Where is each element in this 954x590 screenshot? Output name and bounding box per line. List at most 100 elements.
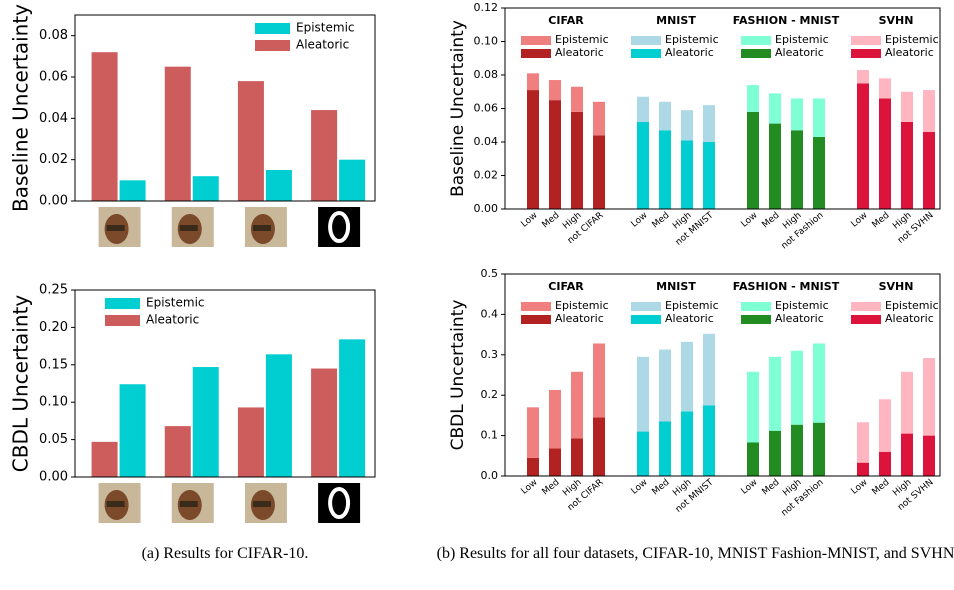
legend-swatch <box>521 302 551 311</box>
bar-segment <box>593 343 605 417</box>
bar-segment <box>923 90 935 132</box>
bar-segment <box>571 372 583 439</box>
y-tick-label: 0.02 <box>474 169 499 182</box>
y-tick-label: 0.5 <box>481 267 499 280</box>
y-tick-label: 0.10 <box>474 35 499 48</box>
x-tick-label: Low <box>520 211 540 230</box>
legend-label: Aleatoric <box>665 46 714 59</box>
legend-swatch <box>631 302 661 311</box>
category-image <box>253 225 271 231</box>
legend-label: Aleatoric <box>555 312 604 325</box>
group-title: FASHION - MNIST <box>733 14 840 27</box>
legend-label: Epistemic <box>885 33 939 46</box>
y-tick-label: 0.00 <box>39 470 68 485</box>
group-title: FASHION - MNIST <box>733 280 840 293</box>
bar-segment <box>769 124 781 209</box>
y-tick-label: 0.3 <box>481 348 499 361</box>
bar <box>92 442 118 477</box>
bar-segment <box>747 112 759 209</box>
bar-segment <box>747 442 759 476</box>
bar-segment <box>769 431 781 476</box>
bar-segment <box>857 83 869 209</box>
legend-label: Epistemic <box>665 299 719 312</box>
legend-label: Aleatoric <box>775 46 824 59</box>
bar-segment <box>681 342 693 411</box>
figure: Baseline Uncertainty 0.00 0.02 0.04 0.06 0.08… <box>0 0 954 590</box>
bar-segment <box>879 399 891 452</box>
legend-swatch <box>741 302 771 311</box>
bar-segment <box>703 405 715 476</box>
bar <box>339 339 365 477</box>
legend-label: Epistemic <box>555 299 609 312</box>
bar-segment <box>659 350 671 422</box>
y-tick-label: 0.05 <box>39 432 68 447</box>
bar-segment <box>791 351 803 425</box>
bar-segment <box>527 73 539 90</box>
caption: (b) Results for all four datasets, CIFAR… <box>435 543 954 564</box>
legend-swatch <box>255 23 290 34</box>
legend-swatch <box>631 49 661 58</box>
legend-swatch <box>521 315 551 324</box>
bar <box>165 67 191 201</box>
group-title: SVHN <box>879 280 914 293</box>
bar-segment <box>923 358 935 436</box>
group-title: CIFAR <box>548 14 584 27</box>
y-tick-label: 0.1 <box>481 429 499 442</box>
y-tick-label: 0.08 <box>474 68 499 81</box>
x-tick-label: Med <box>761 211 782 231</box>
category-image <box>253 501 271 507</box>
legend-label: Aleatoric <box>885 312 934 325</box>
y-tick-label: 0.08 <box>39 28 68 43</box>
y-axis-label: CBDL Uncertainty <box>448 300 468 451</box>
x-tick-label: Low <box>850 478 870 497</box>
bar-segment <box>813 423 825 476</box>
y-axis-label: Baseline Uncertainty <box>448 20 468 197</box>
x-tick-label: Low <box>630 478 650 497</box>
x-tick-label: Low <box>520 478 540 497</box>
bar-segment <box>549 100 561 209</box>
x-tick-label: Med <box>761 478 782 498</box>
x-tick-label: Med <box>651 478 672 498</box>
bar-segment <box>593 417 605 476</box>
bar-segment <box>923 436 935 476</box>
legend-swatch <box>851 315 881 324</box>
y-tick-label: 0.25 <box>39 283 68 298</box>
y-tick-label: 0.10 <box>39 395 68 410</box>
bar-segment <box>747 372 759 443</box>
x-tick-label: Low <box>740 211 760 230</box>
legend-swatch <box>851 302 881 311</box>
bar-segment <box>703 334 715 406</box>
y-tick-label: 0.04 <box>39 111 68 126</box>
bar-segment <box>659 130 671 209</box>
bar <box>266 354 292 477</box>
y-tick-label: 0.06 <box>474 102 499 115</box>
y-tick-label: 0.00 <box>39 194 68 209</box>
bar-segment <box>857 70 869 83</box>
bar-segment <box>813 98 825 137</box>
x-tick-label: Low <box>850 211 870 230</box>
bar <box>238 81 264 201</box>
bar-segment <box>857 463 869 476</box>
y-tick-label: 0.02 <box>39 152 68 167</box>
y-tick-label: 0.4 <box>481 307 499 320</box>
legend-swatch <box>521 36 551 45</box>
group-title: MNIST <box>656 14 696 27</box>
category-image <box>180 501 198 507</box>
bar-segment <box>593 102 605 136</box>
bar-segment <box>637 357 649 432</box>
bar-segment <box>659 102 671 130</box>
legend-swatch <box>521 49 551 58</box>
y-tick-label: 0.06 <box>39 70 68 85</box>
bar <box>193 367 219 477</box>
y-tick-label: 0.00 <box>474 202 499 215</box>
legend-label: Epistemic <box>146 296 205 310</box>
legend-swatch <box>631 315 661 324</box>
y-tick-label: 0.15 <box>39 357 68 372</box>
y-tick-label: 0.04 <box>474 135 499 148</box>
bar-segment <box>857 422 869 462</box>
bar <box>238 407 264 477</box>
bar-segment <box>879 452 891 476</box>
legend-label: Epistemic <box>885 299 939 312</box>
legend-swatch <box>105 298 140 309</box>
legend-label: Aleatoric <box>665 312 714 325</box>
